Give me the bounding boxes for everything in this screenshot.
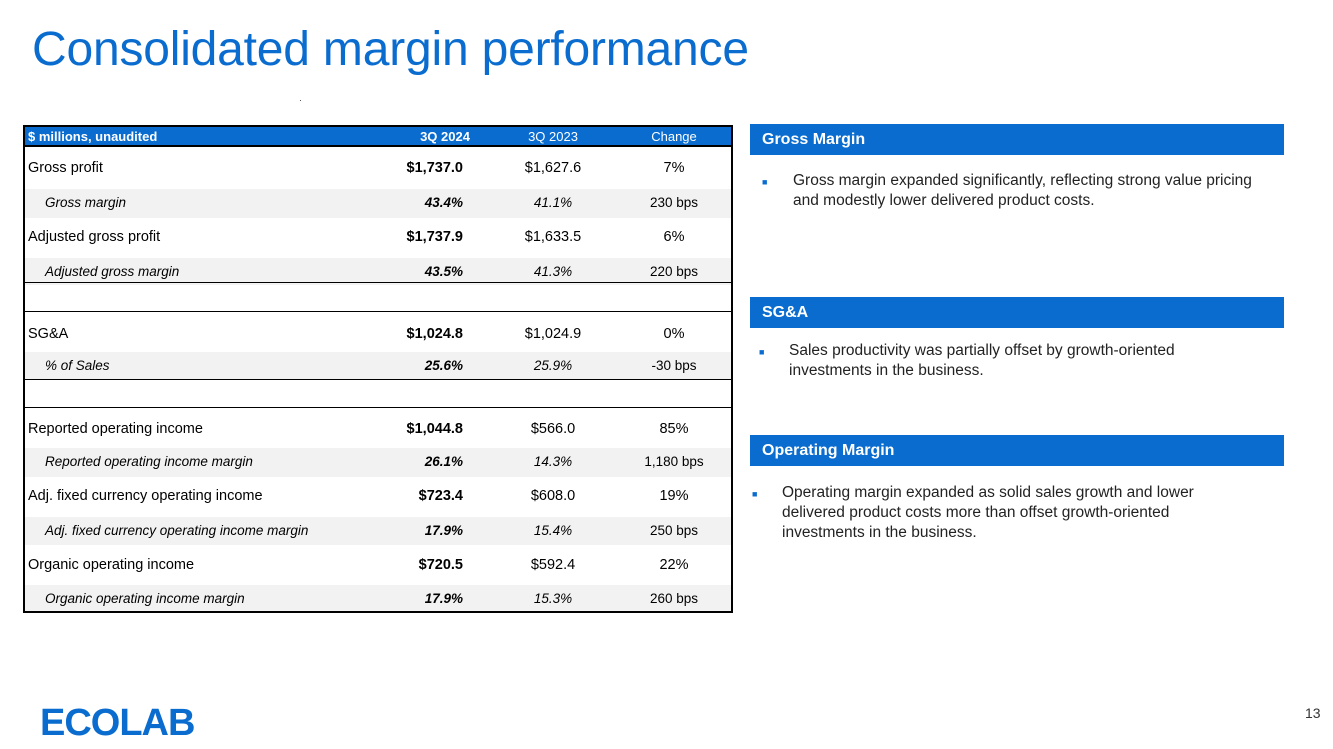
cell-3q2024: 17.9%: [424, 591, 463, 606]
cell-3q2023: $592.4: [530, 557, 576, 573]
cell-3q2024: 43.4%: [424, 195, 463, 210]
cell-change: 7%: [663, 160, 685, 176]
cell-3q2024: 17.9%: [424, 523, 463, 538]
sga-heading: SG&A: [750, 297, 1284, 328]
cell-3q2024: 43.5%: [424, 264, 463, 279]
ecolab-logo: ECOLAB: [40, 702, 195, 740]
cell-change: 230 bps: [649, 195, 699, 210]
cell-3q2023: 15.4%: [533, 523, 573, 538]
cell-3q2024: $1,044.8: [406, 421, 463, 437]
cell-change: 1,180 bps: [644, 454, 704, 469]
table-row: Organic operating income margin 17.9% 15…: [25, 585, 731, 611]
cell-3q2023: 41.1%: [533, 195, 573, 210]
row-label: SG&A: [28, 326, 69, 342]
cell-3q2023: 14.3%: [533, 454, 573, 469]
cell-change: 220 bps: [649, 264, 699, 279]
cell-3q2023: $1,633.5: [524, 229, 582, 245]
table-row: Adj. fixed currency operating income mar…: [25, 517, 731, 545]
row-label: Adj. fixed currency operating income mar…: [45, 523, 309, 538]
table-row: Reported operating income $1,044.8 $566.…: [25, 409, 731, 448]
cell-3q2023: $566.0: [530, 421, 576, 437]
row-label: Gross margin: [45, 195, 127, 210]
cell-3q2023: 25.9%: [533, 358, 573, 373]
cell-3q2023: $608.0: [530, 488, 576, 504]
table-row: Reported operating income margin 26.1% 1…: [25, 448, 731, 477]
cell-3q2024: $720.5: [418, 557, 463, 573]
table-row: Adjusted gross profit $1,737.9 $1,633.5 …: [25, 218, 731, 258]
operating-margin-heading: Operating Margin: [750, 435, 1284, 466]
cell-change: 260 bps: [649, 591, 699, 606]
table-divider: [25, 379, 731, 408]
table-row: Adj. fixed currency operating income $72…: [25, 477, 731, 517]
cell-change: -30 bps: [651, 358, 697, 373]
table-header: $ millions, unaudited 3Q 2024 3Q 2023 Ch…: [25, 125, 731, 147]
row-label: Adj. fixed currency operating income: [28, 488, 263, 504]
row-label: Gross profit: [28, 160, 103, 176]
table-divider: [25, 282, 731, 312]
header-3q2024: 3Q 2024: [420, 129, 470, 144]
cell-change: 85%: [659, 421, 689, 437]
row-label: Adjusted gross profit: [28, 229, 161, 245]
row-label: Organic operating income margin: [45, 591, 245, 606]
table-row: Adjusted gross margin 43.5% 41.3% 220 bp…: [25, 258, 731, 285]
cell-3q2024: $1,737.0: [406, 160, 463, 176]
cell-change: 22%: [659, 557, 689, 573]
logo-text: ECOLAB: [40, 702, 194, 740]
page-title: Consolidated margin performance: [32, 23, 749, 76]
bullet-icon: ■: [759, 347, 765, 357]
row-label: Reported operating income margin: [45, 454, 253, 469]
cell-3q2024: 25.6%: [424, 358, 463, 373]
row-label: Reported operating income: [28, 421, 203, 437]
gross-margin-heading: Gross Margin: [750, 124, 1284, 155]
row-label: Adjusted gross margin: [45, 264, 180, 279]
gross-margin-text: Gross margin expanded significantly, ref…: [793, 172, 1252, 209]
header-label: $ millions, unaudited: [28, 129, 158, 144]
header-3q2023: 3Q 2023: [528, 129, 578, 144]
table-row: SG&A $1,024.8 $1,024.9 0%: [25, 313, 731, 352]
cell-3q2024: $723.4: [418, 488, 463, 504]
page-number: 13: [1305, 705, 1321, 721]
cell-change: 0%: [663, 326, 685, 342]
operating-margin-text: Operating margin expanded as solid sales…: [782, 484, 1194, 541]
cell-3q2023: 41.3%: [533, 264, 573, 279]
bullet-icon: ■: [762, 177, 768, 187]
table-row: Gross profit $1,737.0 $1,627.6 7%: [25, 149, 731, 189]
cell-3q2024: $1,024.8: [406, 326, 463, 342]
table-row: Organic operating income $720.5 $592.4 2…: [25, 545, 731, 585]
cell-change: 6%: [663, 229, 685, 245]
row-label: Organic operating income: [28, 557, 195, 573]
cell-change: 250 bps: [649, 523, 699, 538]
table-row: Gross margin 43.4% 41.1% 230 bps: [25, 189, 731, 218]
margin-table: $ millions, unaudited 3Q 2024 3Q 2023 Ch…: [23, 125, 733, 613]
table-row: % of Sales 25.6% 25.9% -30 bps: [25, 352, 731, 379]
sga-text: Sales productivity was partially offset …: [789, 342, 1175, 379]
bullet-icon: ■: [752, 489, 758, 499]
cell-3q2023: $1,627.6: [524, 160, 582, 176]
header-change: Change: [651, 129, 697, 144]
cell-3q2024: 26.1%: [424, 454, 463, 469]
cell-3q2023: 15.3%: [533, 591, 573, 606]
cell-3q2023: $1,024.9: [524, 326, 582, 342]
stray-mark: [300, 100, 301, 101]
row-label: % of Sales: [45, 358, 110, 373]
cell-change: 19%: [659, 488, 689, 504]
cell-3q2024: $1,737.9: [406, 229, 463, 245]
